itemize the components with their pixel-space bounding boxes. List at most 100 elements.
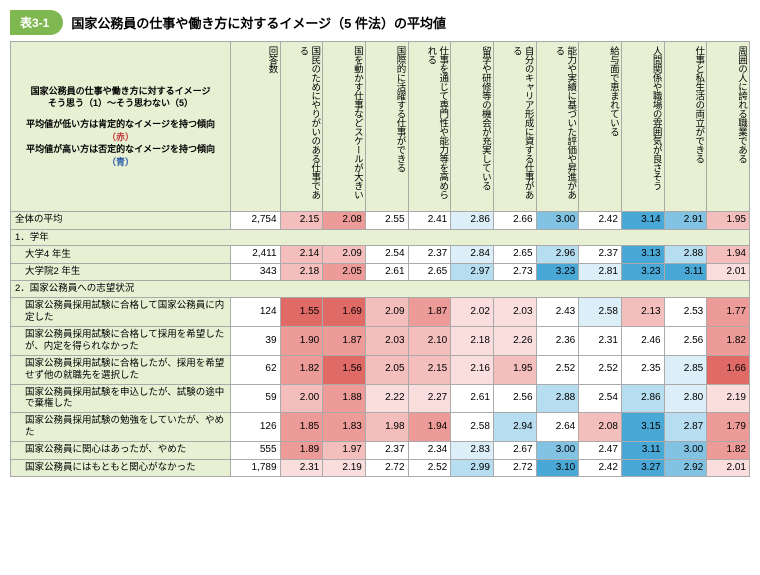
- value-cell: 2.16: [451, 355, 494, 384]
- value-cell: 2.52: [536, 355, 579, 384]
- col-header-8: 給与面で恵まれている: [579, 42, 622, 212]
- value-cell: 2.27: [408, 384, 451, 413]
- value-cell: 2.03: [365, 327, 408, 356]
- value-cell: 2.61: [365, 263, 408, 281]
- value-cell: 2.61: [451, 384, 494, 413]
- corner-line3: 平均値が低い方は肯定的なイメージを持つ傾向（赤）: [17, 118, 224, 143]
- value-cell: 2.47: [579, 442, 622, 460]
- section-label: 1．学年: [11, 229, 750, 246]
- value-cell: 3.00: [536, 212, 579, 230]
- value-cell: 2.34: [408, 442, 451, 460]
- table-row: 全体の平均2,7542.152.082.552.412.862.663.002.…: [11, 212, 750, 230]
- count-cell: 2,411: [231, 246, 280, 264]
- value-cell: 2.03: [493, 298, 536, 327]
- value-cell: 1.94: [707, 246, 750, 264]
- table-row: 国家公務員にはもともと関心がなかった1,7892.312.192.722.522…: [11, 459, 750, 477]
- value-cell: 2.72: [365, 459, 408, 477]
- value-cell: 2.00: [280, 384, 323, 413]
- value-cell: 1.82: [707, 327, 750, 356]
- value-cell: 2.31: [280, 459, 323, 477]
- table-row: 国家公務員採用試験に合格したが、採用を希望せず他の就職先を選択した621.821…: [11, 355, 750, 384]
- value-cell: 3.27: [621, 459, 664, 477]
- value-cell: 2.18: [280, 263, 323, 281]
- value-cell: 2.96: [536, 246, 579, 264]
- value-cell: 2.72: [493, 459, 536, 477]
- value-cell: 3.00: [536, 442, 579, 460]
- row-label: 大学院2 年生: [11, 263, 231, 281]
- value-cell: 2.37: [365, 442, 408, 460]
- col-header-4: 仕事を通じて専門性や能力等を高められる: [408, 42, 451, 212]
- value-cell: 2.81: [579, 263, 622, 281]
- table-row: 国家公務員採用試験に合格して採用を希望したが、内定を得られなかった391.901…: [11, 327, 750, 356]
- value-cell: 3.11: [621, 442, 664, 460]
- value-cell: 2.13: [621, 298, 664, 327]
- value-cell: 2.80: [664, 384, 707, 413]
- col-header-5: 留学や研修等の機会が充実している: [451, 42, 494, 212]
- count-cell: 343: [231, 263, 280, 281]
- value-cell: 2.91: [664, 212, 707, 230]
- value-cell: 2.52: [579, 355, 622, 384]
- value-cell: 2.67: [493, 442, 536, 460]
- value-cell: 1.97: [323, 442, 366, 460]
- value-cell: 2.46: [621, 327, 664, 356]
- value-cell: 1.87: [323, 327, 366, 356]
- value-cell: 2.19: [323, 459, 366, 477]
- value-cell: 2.52: [408, 459, 451, 477]
- value-cell: 3.10: [536, 459, 579, 477]
- value-cell: 2.56: [493, 384, 536, 413]
- table-row: 1．学年: [11, 229, 750, 246]
- value-cell: 2.01: [707, 263, 750, 281]
- table-row: 大学院2 年生3432.182.052.612.652.972.733.232.…: [11, 263, 750, 281]
- row-label: 国家公務員に関心はあったが、やめた: [11, 442, 231, 460]
- value-cell: 2.43: [536, 298, 579, 327]
- value-cell: 3.00: [664, 442, 707, 460]
- value-cell: 2.58: [451, 413, 494, 442]
- col-header-1: 国民のためにやりがいのある仕事である: [280, 42, 323, 212]
- value-cell: 2.64: [536, 413, 579, 442]
- value-cell: 2.73: [493, 263, 536, 281]
- value-cell: 2.37: [408, 246, 451, 264]
- value-cell: 2.22: [365, 384, 408, 413]
- count-cell: 59: [231, 384, 280, 413]
- col-header-6: 自分のキャリア形成に資する仕事がある: [493, 42, 536, 212]
- value-cell: 2.87: [664, 413, 707, 442]
- value-cell: 2.09: [323, 246, 366, 264]
- value-cell: 2.41: [408, 212, 451, 230]
- row-label: 国家公務員採用試験の勉強をしていたが、やめた: [11, 413, 231, 442]
- value-cell: 2.35: [621, 355, 664, 384]
- value-cell: 2.08: [579, 413, 622, 442]
- value-cell: 2.36: [536, 327, 579, 356]
- corner-line2: そう思う（1）〜そう思わない（5）: [17, 97, 224, 110]
- value-cell: 2.05: [323, 263, 366, 281]
- value-cell: 1.94: [408, 413, 451, 442]
- value-cell: 2.09: [365, 298, 408, 327]
- value-cell: 2.99: [451, 459, 494, 477]
- value-cell: 2.92: [664, 459, 707, 477]
- value-cell: 1.79: [707, 413, 750, 442]
- value-cell: 2.65: [408, 263, 451, 281]
- title-text: 国家公務員の仕事や働き方に対するイメージ（5 件法）の平均値: [71, 13, 446, 32]
- value-cell: 2.02: [451, 298, 494, 327]
- value-cell: 2.15: [280, 212, 323, 230]
- value-cell: 2.18: [451, 327, 494, 356]
- value-cell: 2.15: [408, 355, 451, 384]
- value-cell: 2.10: [408, 327, 451, 356]
- value-cell: 3.23: [621, 263, 664, 281]
- col-header-11: 周囲の人に誇れる職業である: [707, 42, 750, 212]
- count-cell: 555: [231, 442, 280, 460]
- value-cell: 2.65: [493, 246, 536, 264]
- count-cell: 2,754: [231, 212, 280, 230]
- value-cell: 2.05: [365, 355, 408, 384]
- value-cell: 1.66: [707, 355, 750, 384]
- table-row: 大学4 年生2,4112.142.092.542.372.842.652.962…: [11, 246, 750, 264]
- row-label: 国家公務員にはもともと関心がなかった: [11, 459, 231, 477]
- value-cell: 2.14: [280, 246, 323, 264]
- row-label: 大学4 年生: [11, 246, 231, 264]
- title-badge: 表3-1: [10, 10, 63, 35]
- value-cell: 2.54: [365, 246, 408, 264]
- value-cell: 3.14: [621, 212, 664, 230]
- value-cell: 2.97: [451, 263, 494, 281]
- value-cell: 1.88: [323, 384, 366, 413]
- value-cell: 1.82: [280, 355, 323, 384]
- col-header-count: 回答数: [231, 42, 280, 212]
